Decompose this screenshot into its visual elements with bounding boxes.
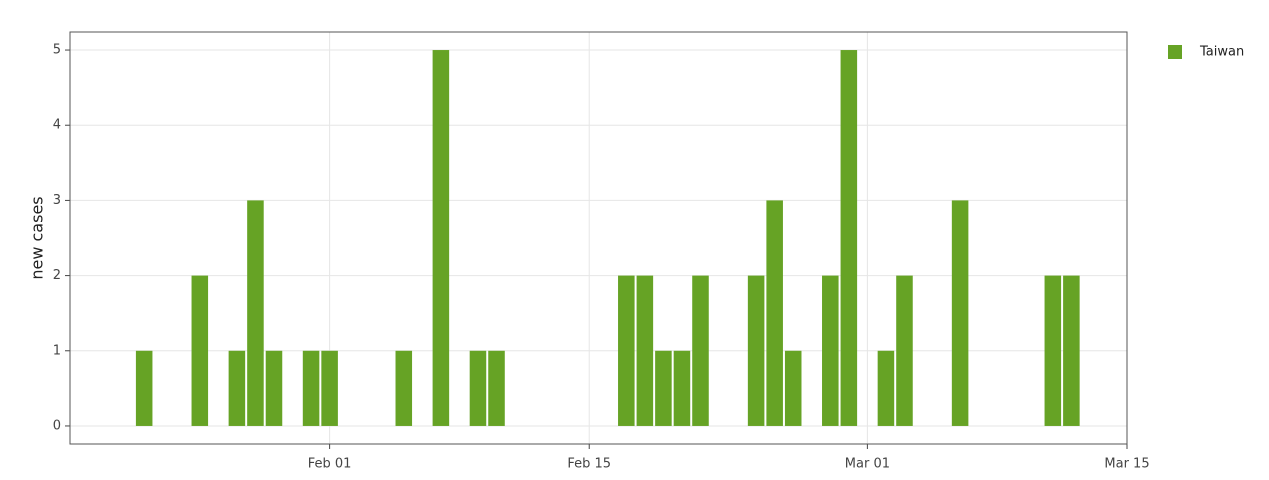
bar [655,350,672,426]
bar [488,350,505,426]
bar [1063,275,1080,426]
x-tick-label: Mar 15 [1104,457,1149,472]
y-axis-label: new cases [28,196,47,279]
bar [636,275,654,426]
legend-swatch [1168,45,1182,59]
y-tick-label: 0 [53,418,61,433]
y-tick-label: 3 [53,193,61,208]
bar [896,275,913,426]
bar [302,350,320,426]
plot-frame [69,31,1128,445]
y-tick-label: 4 [53,118,61,133]
legend-label: Taiwan [1199,45,1244,60]
y-tick-label: 5 [53,43,61,58]
y-tick-label: 2 [53,268,61,283]
bar [766,200,783,426]
bar [191,275,209,426]
y-tick-label: 1 [53,343,61,358]
bar [265,350,283,426]
bar [135,350,153,426]
bar [747,275,765,426]
bar [673,350,691,426]
x-tick-label: Feb 01 [308,457,352,472]
bar [822,275,839,426]
bar [247,200,264,426]
bar [877,350,895,426]
bar [395,350,413,426]
bar [692,275,709,426]
bar [951,200,969,426]
bar [618,275,635,426]
bar [228,350,246,426]
bar [784,350,802,426]
bar [840,50,858,426]
x-tick-label: Feb 15 [567,457,611,472]
bar [321,350,338,426]
bar [1044,275,1062,426]
bar [469,350,487,426]
bar [432,50,450,426]
x-tick-label: Mar 01 [845,457,890,472]
